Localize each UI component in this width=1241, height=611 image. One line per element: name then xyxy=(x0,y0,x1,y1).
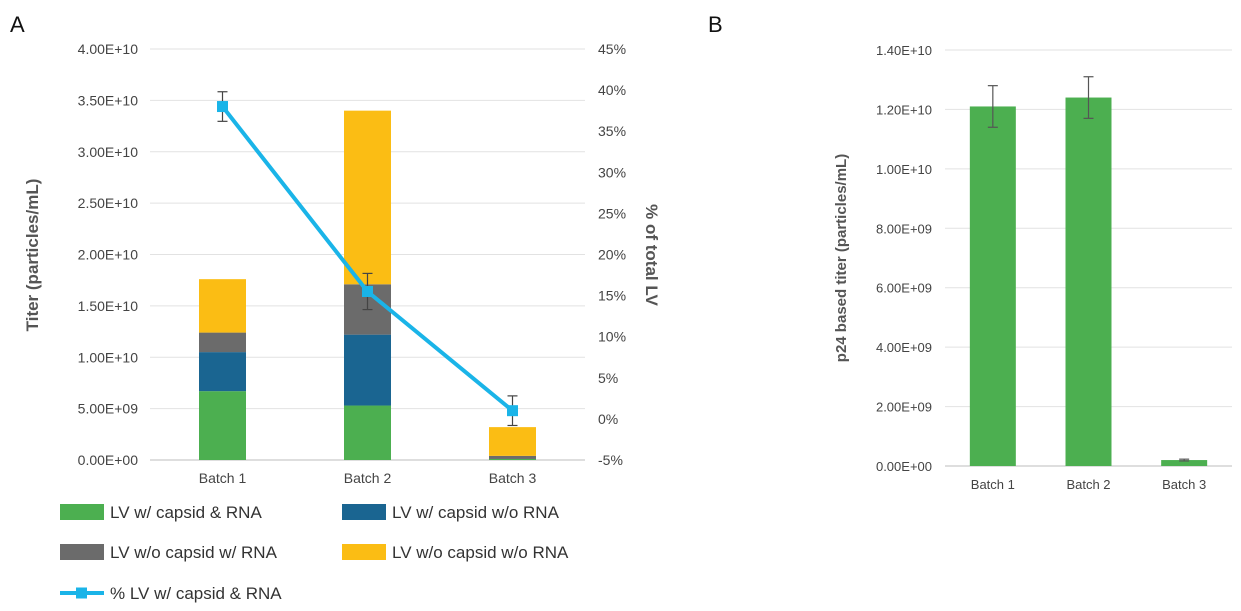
panel-a-y2-tick-label: 5% xyxy=(598,370,618,386)
panel-a-x-tick-label: Batch 3 xyxy=(489,470,537,486)
panel-a-y-tick-label: 4.00E+10 xyxy=(78,41,139,57)
panel-a-y2-tick-label: -5% xyxy=(598,452,623,468)
panel-a-x-tick-label: Batch 1 xyxy=(199,470,247,486)
panel-a-legend-label: LV w/ capsid w/o RNA xyxy=(392,503,560,522)
panel-a-bar-segment xyxy=(344,110,391,285)
panel-b-x-ticks: Batch 1 Batch 2 Batch 3 xyxy=(971,477,1206,492)
panel-a-legend: LV w/ capsid & RNA LV w/ capsid w/o RNA LV… xyxy=(60,503,569,603)
panel-a-y-ticks: 0.00E+00 5.00E+09 1.00E+10 1.50E+10 2.00E+10… xyxy=(78,41,139,468)
panel-b-x-tick-label: Batch 1 xyxy=(971,477,1015,492)
panel-a-y2-tick-label: 15% xyxy=(598,288,626,304)
panel-a-y2-tick-label: 45% xyxy=(598,41,626,57)
panel-a-legend-swatch xyxy=(342,544,386,560)
panel-b-bar xyxy=(1065,97,1112,467)
panel-a-y-tick-label: 3.50E+10 xyxy=(78,92,139,108)
panel-a-label: A xyxy=(10,12,25,37)
panel-b-y-tick-label: 2.00E+09 xyxy=(876,400,932,415)
panel-a-y2-tick-label: 35% xyxy=(598,123,626,139)
panel-a-y-tick-label: 1.00E+10 xyxy=(78,349,139,365)
panel-a-line-marker xyxy=(362,285,373,297)
panel-a-y-tick-label: 2.50E+10 xyxy=(78,195,139,211)
panel-a-bar-segment xyxy=(199,352,246,392)
panel-a-y2-tick-label: 20% xyxy=(598,247,626,263)
panel-a-line-marker xyxy=(217,101,228,113)
panel-a-x-ticks: Batch 1 Batch 2 Batch 3 xyxy=(199,470,537,486)
panel-a-y-tick-label: 0.00E+00 xyxy=(78,452,139,468)
panel-a-y2-tick-label: 30% xyxy=(598,164,626,180)
panel-b: B 0.00E+00 2.00E+09 4.00E+09 6.00E+09 8.00E+… xyxy=(708,12,1232,492)
panel-b-label: B xyxy=(708,12,723,37)
panel-b-x-tick-label: Batch 2 xyxy=(1066,477,1110,492)
panel-a-bars xyxy=(199,110,536,460)
panel-a-line-series xyxy=(217,91,518,427)
panel-a-bar-segment xyxy=(489,427,536,456)
panel-b-y-tick-label: 4.00E+09 xyxy=(876,340,932,355)
panel-a-legend-swatch xyxy=(60,504,104,520)
panel-b-y-axis-label: p24 based titer (particles/mL) xyxy=(833,154,850,362)
panel-a-bar-segment xyxy=(199,279,246,333)
panel-b-y-tick-label: 0.00E+00 xyxy=(876,459,932,474)
panel-a-bar-segment xyxy=(199,332,246,353)
panel-b-y-tick-label: 1.00E+10 xyxy=(876,162,932,177)
panel-a-bar-segment xyxy=(489,455,536,459)
panel-a-bar-segment xyxy=(344,405,391,460)
panel-a-legend-label: LV w/o capsid w/o RNA xyxy=(392,543,569,562)
panel-a-y2-tick-label: 10% xyxy=(598,329,626,345)
panel-a-bar-segment xyxy=(199,391,246,460)
panel-b-bar xyxy=(969,106,1016,466)
panel-a-legend-label: LV w/o capsid w/ RNA xyxy=(110,543,278,562)
panel-b-bar xyxy=(1161,460,1208,466)
panel-b-y-ticks: 0.00E+00 2.00E+09 4.00E+09 6.00E+09 8.00E+09… xyxy=(876,43,932,474)
panel-a-y-tick-label: 1.50E+10 xyxy=(78,298,139,314)
panel-a-y2-axis-label: % of total LV xyxy=(642,204,661,306)
panel-a-x-tick-label: Batch 2 xyxy=(344,470,392,486)
panel-a-y2-tick-label: 0% xyxy=(598,411,618,427)
panel-b-x-tick-label: Batch 3 xyxy=(1162,477,1206,492)
panel-a-legend-swatch xyxy=(342,504,386,520)
panel-b-y-tick-label: 1.20E+10 xyxy=(876,102,932,117)
panel-a-y-tick-label: 2.00E+10 xyxy=(78,247,139,263)
panel-a-line-marker xyxy=(507,405,518,417)
panel-b-y-tick-label: 1.40E+10 xyxy=(876,43,932,58)
panel-b-y-tick-label: 6.00E+09 xyxy=(876,281,932,296)
panel-a-legend-label: LV w/ capsid & RNA xyxy=(110,503,262,522)
panel-a-y-axis-label: Titer (particles/mL) xyxy=(23,179,42,332)
panel-a-y2-tick-label: 40% xyxy=(598,82,626,98)
panel-a-y2-tick-label: 25% xyxy=(598,205,626,221)
panel-a-legend-label: % LV w/ capsid & RNA xyxy=(110,584,282,603)
panel-a-legend-swatch xyxy=(60,544,104,560)
panel-a-y2-ticks: -5% 0% 5% 10% 15% 20% 25% 30% 35% 40% 45% xyxy=(598,41,626,468)
panel-b-bars xyxy=(969,76,1208,467)
panel-a-bar-segment xyxy=(489,458,536,460)
panel-a: A 0.00E+00 5.00E+09 1.00E+10 1.50E+10 2.00E+… xyxy=(10,12,661,603)
panel-a-y-tick-label: 5.00E+09 xyxy=(78,401,139,417)
panel-a-bar-segment xyxy=(344,334,391,406)
panel-a-legend-line-marker xyxy=(76,587,87,599)
panel-a-y-tick-label: 3.00E+10 xyxy=(78,144,139,160)
panel-b-y-tick-label: 8.00E+09 xyxy=(876,221,932,236)
